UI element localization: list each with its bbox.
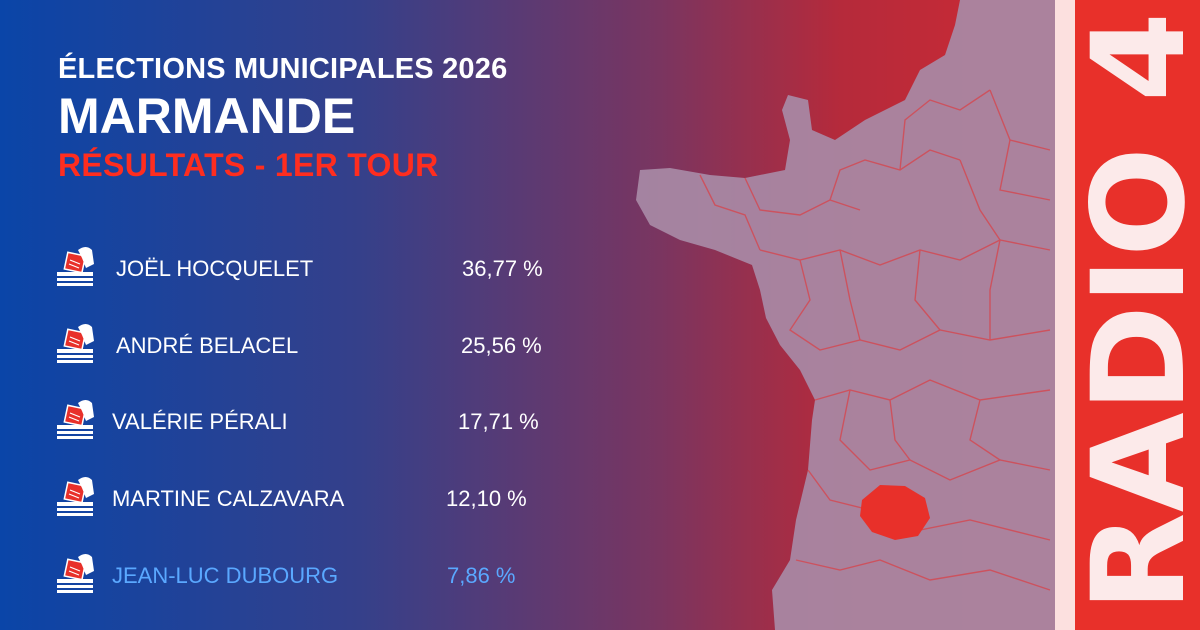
- candidate-name: JOËL HOCQUELET: [116, 256, 314, 281]
- logo-background: [1055, 0, 1200, 630]
- ballot-box-icon: [56, 244, 96, 292]
- lot-et-garonne-highlight: [860, 485, 930, 540]
- result-row: MARTINE CALZAVARA 12,10 %: [56, 474, 576, 522]
- department-borders: [699, 89, 1051, 591]
- results-subtitle: RÉSULTATS - 1ER TOUR: [58, 147, 439, 183]
- radio4-logo: RADIO 4: [1055, 0, 1200, 630]
- result-row: JEAN-LUC DUBOURG 7,86 %: [56, 551, 576, 599]
- ballot-box-icon: [56, 474, 96, 522]
- france-mainland-shape: [636, 0, 1060, 630]
- logo-text: RADIO 4: [1065, 12, 1200, 612]
- candidate-percent: 36,77 %: [462, 256, 543, 281]
- election-title: ÉLECTIONS MUNICIPALES 2026: [58, 53, 508, 85]
- logo-side-bar: [1055, 0, 1075, 630]
- candidate-percent: 7,86 %: [447, 563, 516, 588]
- candidate-percent: 12,10 %: [446, 486, 527, 511]
- candidate-name: VALÉRIE PÉRALI: [112, 409, 288, 434]
- candidate-name: ANDRÉ BELACEL: [116, 333, 299, 358]
- candidate-percent: 17,71 %: [458, 409, 539, 434]
- ballot-box-icon: [56, 321, 96, 369]
- result-row: JOËL HOCQUELET 36,77 %: [56, 244, 576, 292]
- city-name: MARMANDE: [58, 88, 356, 144]
- ballot-box-icon: [56, 397, 96, 445]
- candidate-name: MARTINE CALZAVARA: [112, 486, 345, 511]
- result-row: ANDRÉ BELACEL 25,56 %: [56, 321, 576, 369]
- candidate-name: JEAN-LUC DUBOURG: [112, 563, 339, 588]
- result-row: VALÉRIE PÉRALI 17,71 %: [56, 397, 576, 445]
- candidate-percent: 25,56 %: [461, 333, 542, 358]
- ballot-box-icon: [56, 551, 96, 599]
- header: ÉLECTIONS MUNICIPALES 2026 MARMANDE RÉSU…: [58, 52, 507, 184]
